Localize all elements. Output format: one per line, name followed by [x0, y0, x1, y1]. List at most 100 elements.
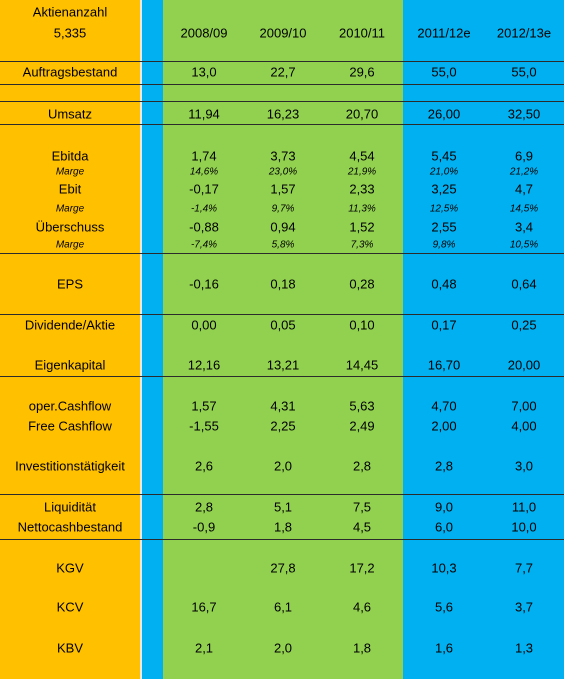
- year-header: 2009/10: [259, 25, 307, 41]
- header-shares: 5,335: [53, 25, 87, 41]
- row-value: 21,9%: [347, 166, 377, 178]
- row-value: 2,49: [349, 418, 375, 434]
- row-label: Investitionstätigkeit: [15, 458, 125, 474]
- row-value: 4,70: [431, 398, 457, 414]
- row-value: 12,5%: [429, 203, 459, 215]
- row-value: 14,5%: [509, 203, 539, 215]
- row-value: 10,0: [511, 519, 537, 535]
- row-separator: [0, 124, 564, 125]
- row-value: 1,57: [270, 181, 296, 197]
- row-separator: [0, 539, 564, 540]
- row-label: Marge: [55, 203, 85, 215]
- row-value: 0,10: [349, 317, 375, 333]
- row-label: Umsatz: [47, 106, 93, 122]
- row-value: 14,6%: [189, 166, 219, 178]
- row-value: 0,17: [431, 317, 457, 333]
- row-value: 4,00: [511, 418, 537, 434]
- row-label: oper.Cashflow: [28, 398, 112, 414]
- row-value: 2,25: [270, 418, 296, 434]
- row-label: Überschuss: [35, 219, 105, 235]
- row-label: Dividende/Aktie: [24, 317, 116, 333]
- row-value: 0,25: [511, 317, 537, 333]
- estimate-years-bg: [403, 0, 564, 679]
- row-value: 23,0%: [268, 166, 298, 178]
- year-header: 2011/12e: [417, 25, 471, 41]
- row-value: 10,5%: [509, 239, 539, 251]
- year-header: 2008/09: [180, 25, 228, 41]
- row-separator: [0, 253, 564, 254]
- row-value: 2,00: [431, 418, 457, 434]
- row-value: 6,0: [434, 519, 454, 535]
- row-value: 3,73: [270, 148, 296, 164]
- row-value: -1,4%: [190, 203, 218, 215]
- row-value: 11,0: [511, 499, 537, 515]
- row-value: -0,17: [189, 181, 219, 197]
- row-value: 7,5: [352, 499, 372, 515]
- row-separator: [0, 494, 564, 495]
- row-separator: [0, 376, 564, 377]
- row-value: 2,55: [431, 219, 457, 235]
- row-value: 3,25: [431, 181, 457, 197]
- row-label: KBV: [56, 640, 84, 656]
- row-value: 6,1: [273, 599, 293, 615]
- row-value: 5,45: [431, 148, 457, 164]
- row-value: 9,0: [434, 499, 454, 515]
- row-value: 2,1: [194, 640, 214, 656]
- row-value: 1,74: [191, 148, 217, 164]
- row-value: 1,3: [514, 640, 534, 656]
- row-value: 2,0: [273, 458, 293, 474]
- row-value: 16,7: [191, 599, 217, 615]
- spacer-column-bg: [142, 0, 163, 679]
- row-value: 22,7: [270, 64, 296, 80]
- row-value: -0,88: [189, 219, 219, 235]
- row-value: 0,48: [431, 276, 457, 292]
- row-value: 7,3%: [350, 239, 374, 251]
- row-value: 5,6: [434, 599, 454, 615]
- row-value: 2,8: [194, 499, 214, 515]
- row-value: 7,7: [514, 560, 534, 576]
- row-value: 16,70: [427, 357, 461, 373]
- row-value: 1,8: [273, 519, 293, 535]
- row-value: 11,3%: [348, 203, 376, 215]
- row-value: 0,18: [270, 276, 296, 292]
- row-value: -0,16: [189, 276, 219, 292]
- row-value: -7,4%: [190, 239, 218, 251]
- row-value: 17,2: [349, 560, 375, 576]
- row-value: 2,6: [194, 458, 214, 474]
- row-value: 5,1: [273, 499, 293, 515]
- row-value: 55,0: [431, 64, 457, 80]
- row-value: 0,28: [349, 276, 375, 292]
- row-value: 21,0%: [429, 166, 459, 178]
- row-value: 4,31: [270, 398, 296, 414]
- row-label: Eigenkapital: [34, 357, 106, 373]
- row-value: -0,9: [192, 519, 216, 535]
- row-separator: [0, 61, 564, 62]
- row-value: 3,7: [514, 599, 534, 615]
- row-label: Auftragsbestand: [22, 64, 118, 80]
- row-value: 27,8: [270, 560, 296, 576]
- row-value: 13,21: [266, 357, 300, 373]
- column-gap: [140, 0, 142, 679]
- row-value: 2,0: [273, 640, 293, 656]
- row-value: 11,94: [188, 106, 220, 122]
- row-value: 21,2%: [509, 166, 539, 178]
- row-separator: [0, 314, 564, 315]
- row-value: 0,94: [270, 219, 296, 235]
- row-value: 13,0: [191, 64, 217, 80]
- row-value: 2,33: [349, 181, 375, 197]
- row-value: 9,7%: [271, 203, 295, 215]
- label-column-bg: [0, 0, 140, 679]
- row-value: 4,54: [349, 148, 375, 164]
- row-value: 9,8%: [432, 239, 456, 251]
- row-value: 7,00: [511, 398, 537, 414]
- row-separator: [0, 84, 564, 85]
- row-value: -1,55: [189, 418, 219, 434]
- row-value: 1,57: [191, 398, 217, 414]
- row-value: 6,9: [514, 148, 534, 164]
- row-value: 3,0: [514, 458, 534, 474]
- header-label: Aktienanzahl: [32, 4, 108, 20]
- row-label: Marge: [55, 239, 85, 251]
- year-header: 2010/11: [338, 25, 386, 41]
- row-value: 32,50: [507, 106, 541, 122]
- row-value: 12,16: [187, 357, 221, 373]
